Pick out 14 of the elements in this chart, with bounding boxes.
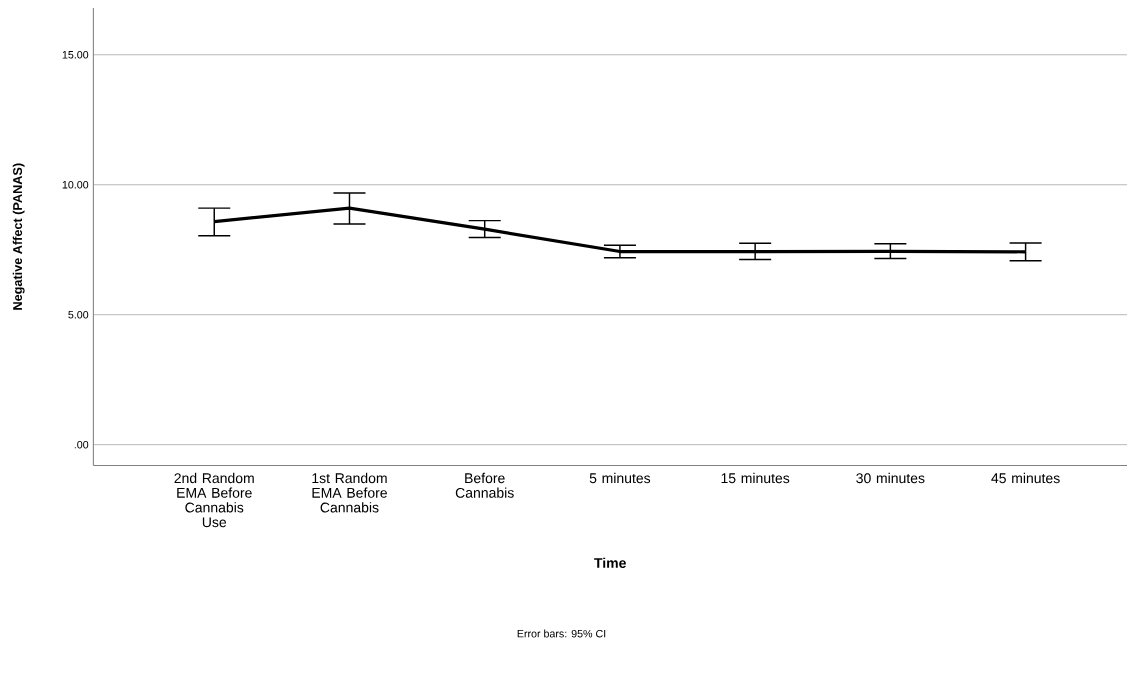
x-tick-label: 30 minutes [856,473,925,484]
x-tick-label: 1st Random EMA Before Cannabis [312,473,387,513]
x-tick-label: Before Cannabis [455,473,514,499]
y-tick-label: 10.00 [62,181,89,189]
y-tick-label: 15.00 [62,51,89,59]
x-tick-label: 15 minutes [721,473,790,484]
text: Error bars: 95% CI [517,629,606,638]
x-tick-label: 5 minutes [589,473,651,484]
y-axis-title: Negative Affect (PANAS) [12,163,25,310]
x-axis-title: Time [594,557,626,569]
y-tick-label: .00 [74,441,89,449]
y-tick-label: 5.00 [68,311,89,319]
x-tick-label: 2nd Random EMA Before Cannabis Use [174,473,254,528]
x-tick-label: 45 minutes [991,473,1060,484]
